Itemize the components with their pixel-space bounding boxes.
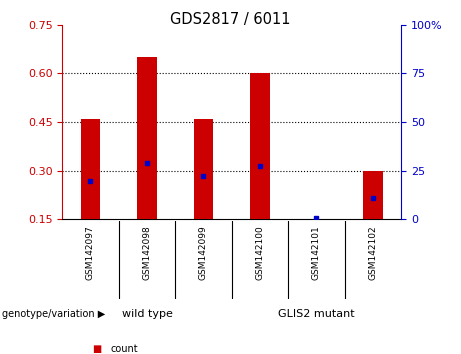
Text: GSM142101: GSM142101 <box>312 225 321 280</box>
Text: count: count <box>111 344 138 354</box>
Text: ■: ■ <box>92 344 101 354</box>
Text: GLIS2 mutant: GLIS2 mutant <box>278 309 355 319</box>
Bar <box>137 57 157 219</box>
Text: GSM142097: GSM142097 <box>86 225 95 280</box>
Bar <box>81 119 100 219</box>
Text: genotype/variation ▶: genotype/variation ▶ <box>2 309 106 319</box>
Text: GSM142102: GSM142102 <box>368 225 378 280</box>
Text: GDS2817 / 6011: GDS2817 / 6011 <box>170 12 291 27</box>
Bar <box>194 119 213 219</box>
Text: GSM142098: GSM142098 <box>142 225 152 280</box>
Bar <box>363 171 383 219</box>
Text: wild type: wild type <box>122 309 172 319</box>
Bar <box>250 73 270 219</box>
Text: GSM142099: GSM142099 <box>199 225 208 280</box>
Text: GSM142100: GSM142100 <box>255 225 265 280</box>
